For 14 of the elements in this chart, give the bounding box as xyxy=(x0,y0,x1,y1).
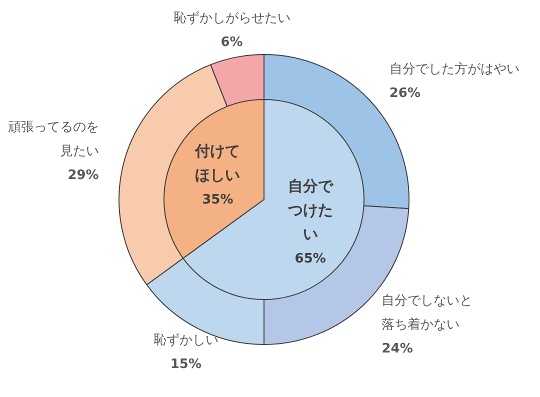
slice-label: 付けてほしい xyxy=(194,142,240,184)
data-label: 15% xyxy=(170,357,202,372)
slice-label: 頑張ってるのを見たい xyxy=(8,120,99,159)
data-label: 35% xyxy=(202,192,234,208)
data-label: 65% xyxy=(294,251,326,266)
slice-label: 自分でした方がはやい xyxy=(389,61,520,78)
slice-label: 恥ずかしい xyxy=(153,333,218,348)
data-label: 24% xyxy=(382,341,413,356)
slice-label: 恥ずかしがらせたい xyxy=(173,10,290,26)
slice-label: 自分でしないと落ち着かない xyxy=(382,293,473,332)
data-label: 6% xyxy=(220,34,243,50)
data-label: 29% xyxy=(68,168,99,183)
slice-label: 自分でつけたい xyxy=(286,177,334,243)
data-label: 26% xyxy=(389,86,421,102)
